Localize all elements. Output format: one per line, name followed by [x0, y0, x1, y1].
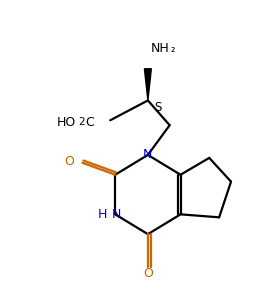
Text: N: N [143, 149, 153, 161]
Text: 2: 2 [79, 117, 85, 127]
Text: S: S [154, 101, 161, 114]
Text: ₂: ₂ [171, 44, 175, 54]
Text: N: N [111, 208, 121, 221]
Text: H: H [98, 208, 107, 221]
Text: O: O [64, 155, 74, 168]
Text: O: O [143, 267, 153, 280]
Text: NH: NH [151, 42, 170, 55]
Text: HO: HO [57, 116, 76, 129]
Polygon shape [144, 69, 151, 100]
Text: C: C [85, 116, 94, 129]
